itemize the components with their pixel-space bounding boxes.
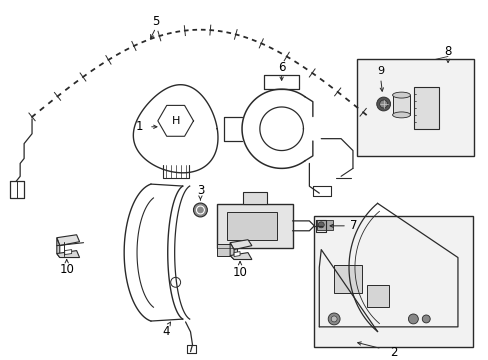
Polygon shape <box>234 252 240 257</box>
Circle shape <box>327 313 339 325</box>
Text: 2: 2 <box>389 346 397 359</box>
Circle shape <box>407 314 417 324</box>
Bar <box>356 59 473 157</box>
Ellipse shape <box>392 92 409 98</box>
Circle shape <box>379 100 387 108</box>
Text: 5: 5 <box>152 15 159 28</box>
Circle shape <box>422 315 429 323</box>
Text: 9: 9 <box>376 66 384 76</box>
Bar <box>217 244 237 256</box>
Text: 10: 10 <box>59 263 74 276</box>
Ellipse shape <box>392 112 409 118</box>
Polygon shape <box>57 235 80 246</box>
Text: 3: 3 <box>196 184 203 197</box>
Circle shape <box>318 222 324 228</box>
Bar <box>243 192 266 204</box>
Circle shape <box>376 97 390 111</box>
Circle shape <box>193 203 207 217</box>
Polygon shape <box>230 240 251 249</box>
Bar <box>227 212 276 240</box>
Bar <box>317 220 332 230</box>
Polygon shape <box>230 243 234 260</box>
Polygon shape <box>64 249 72 255</box>
Bar <box>314 216 472 347</box>
Circle shape <box>330 316 336 322</box>
Bar <box>333 265 361 293</box>
Text: H: H <box>171 116 180 126</box>
Polygon shape <box>230 253 251 260</box>
Text: 10: 10 <box>232 266 247 279</box>
Text: 8: 8 <box>444 45 451 58</box>
Polygon shape <box>57 238 60 257</box>
Text: 7: 7 <box>349 219 357 232</box>
Text: 4: 4 <box>162 325 169 338</box>
Text: 6: 6 <box>277 61 285 74</box>
Bar <box>413 87 438 129</box>
Text: 1: 1 <box>135 120 142 133</box>
Bar <box>392 95 409 115</box>
Bar <box>366 285 388 307</box>
Bar <box>217 204 292 248</box>
Polygon shape <box>57 251 80 257</box>
